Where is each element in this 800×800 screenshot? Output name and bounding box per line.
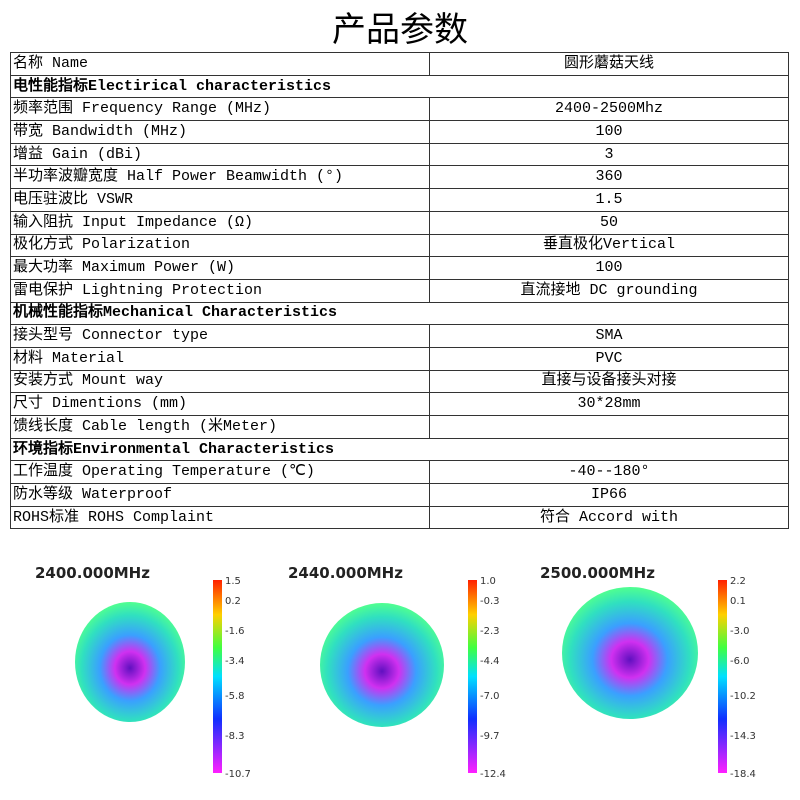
scale-label: -6.0 [730,656,750,667]
spec-value: 圆形蘑菇天线 [429,52,789,76]
spec-value: PVC [429,346,789,371]
pattern-plot [320,603,444,727]
spec-value [429,415,789,439]
spec-value: 360 [429,165,789,190]
table-row: 名称 Name 圆形蘑菇天线 [10,52,789,76]
patterns: 2400.000MHz 1.5 0.2 -1.6 -3.4 -5.8 -8.3 -10.7 24… [35,564,756,780]
spec-label: 半功率波瓣宽度 Half Power Beamwidth (°) [10,165,430,190]
spec-label: 防水等级 Waterproof [10,483,430,507]
spec-label: 输入阻抗 Input Impedance (Ω) [10,210,430,235]
scale-label: -14.3 [730,731,756,742]
table-row: 电压驻波比 VSWR 1.5 [10,188,789,212]
table-row: 雷电保护 Lightning Protection 直流接地 DC groundi… [10,278,789,303]
section-header: 机械性能指标Mechanical Characteristics [10,301,789,326]
spec-value: -40--180° [429,460,789,485]
scale-label: 1.0 [480,576,496,587]
table-row: 带宽 Bandwidth (MHz) 100 [10,120,789,144]
spec-label: 带宽 Bandwidth (MHz) [10,120,430,144]
table-row: 机械性能指标Mechanical Characteristics [10,301,789,326]
table-row: ROHS标准 ROHS Complaint 符合 Accord with [10,505,789,530]
spec-label: 频率范围 Frequency Range (MHz) [10,97,430,122]
scale-label: 1.5 [225,576,241,587]
table-row: 极化方式 Polarization 垂直极化Vertical [10,233,789,258]
frequency-label: 2400.000MHz [35,564,150,582]
spec-value: 符合 Accord with [429,505,789,530]
scale-label: 2.2 [730,576,746,587]
spec-label: 尺寸 Dimentions (mm) [10,392,430,416]
spec-value: 100 [429,120,789,144]
scale-label: -5.8 [225,691,245,702]
scale-label: -7.0 [480,691,500,702]
scale-label: 0.2 [225,596,241,607]
spec-value: 1.5 [429,188,789,212]
table-row: 环境指标Environmental Characteristics [10,437,789,462]
table-row: 接头型号 Connector type SMA [10,324,789,348]
spec-label: 增益 Gain (dBi) [10,142,430,167]
scale-label: -18.4 [730,769,756,780]
spec-value: 直流接地 DC grounding [429,278,789,303]
frequency-label: 2500.000MHz [540,564,655,582]
pattern-plot [75,602,185,722]
spec-label: 工作温度 Operating Temperature (℃) [10,460,430,485]
spec-value: 3 [429,142,789,167]
scale-label: -10.7 [225,769,251,780]
spec-label: 雷电保护 Lightning Protection [10,278,430,303]
table-row: 最大功率 Maximum Power (W) 100 [10,256,789,280]
scale-label: -3.0 [730,626,750,637]
table-row: 材料 Material PVC [10,346,789,371]
spec-table: 名称 Name 圆形蘑菇天线 电性能指标Electirical characteri… [10,52,789,530]
spec-value: 30*28mm [429,392,789,416]
table-row: 馈线长度 Cable length (米Meter) [10,415,789,439]
spec-value: 垂直极化Vertical [429,233,789,258]
table-row: 半功率波瓣宽度 Half Power Beamwidth (°) 360 [10,165,789,190]
pattern-plot [562,587,698,719]
color-bar [213,580,222,773]
scale-label: 0.1 [730,596,746,607]
spec-label: 电压驻波比 VSWR [10,188,430,212]
spec-label: 接头型号 Connector type [10,324,430,348]
spec-label: 名称 Name [10,52,430,76]
spec-label: 安装方式 Mount way [10,369,430,394]
spec-value: 直接与设备接头对接 [429,369,789,394]
spec-label: 极化方式 Polarization [10,233,430,258]
table-row: 频率范围 Frequency Range (MHz) 2400-2500Mhz [10,97,789,122]
scale-label: -9.7 [480,731,500,742]
scale-label: -0.3 [480,596,500,607]
spec-value: SMA [429,324,789,348]
table-row: 电性能指标Electirical characteristics [10,74,789,99]
scale-label: -4.4 [480,656,500,667]
table-row: 输入阻抗 Input Impedance (Ω) 50 [10,210,789,235]
scale-label: -10.2 [730,691,756,702]
table-row: 增益 Gain (dBi) 3 [10,142,789,167]
spec-label: 最大功率 Maximum Power (W) [10,256,430,280]
table-row: 尺寸 Dimentions (mm) 30*28mm [10,392,789,416]
scale-label: -2.3 [480,626,500,637]
table-row: 防水等级 Waterproof IP66 [10,483,789,507]
spec-value: IP66 [429,483,789,507]
spec-label: 馈线长度 Cable length (米Meter) [10,415,430,439]
scale-label: -8.3 [225,731,245,742]
page-title: 产品参数 [332,10,468,50]
frequency-label: 2440.000MHz [288,564,403,582]
spec-value: 100 [429,256,789,280]
spec-label: 材料 Material [10,346,430,371]
section-header: 环境指标Environmental Characteristics [10,437,789,462]
table-row: 安装方式 Mount way 直接与设备接头对接 [10,369,789,394]
scale-label: -1.6 [225,626,245,637]
spec-value: 50 [429,210,789,235]
spec-label: ROHS标准 ROHS Complaint [10,505,430,530]
table-row: 工作温度 Operating Temperature (℃) -40--180° [10,460,789,485]
scale-label: -12.4 [480,769,506,780]
spec-value: 2400-2500Mhz [429,97,789,122]
color-bar [718,580,727,773]
scale-label: -3.4 [225,656,245,667]
color-bar [468,580,477,773]
section-header: 电性能指标Electirical characteristics [10,74,789,99]
